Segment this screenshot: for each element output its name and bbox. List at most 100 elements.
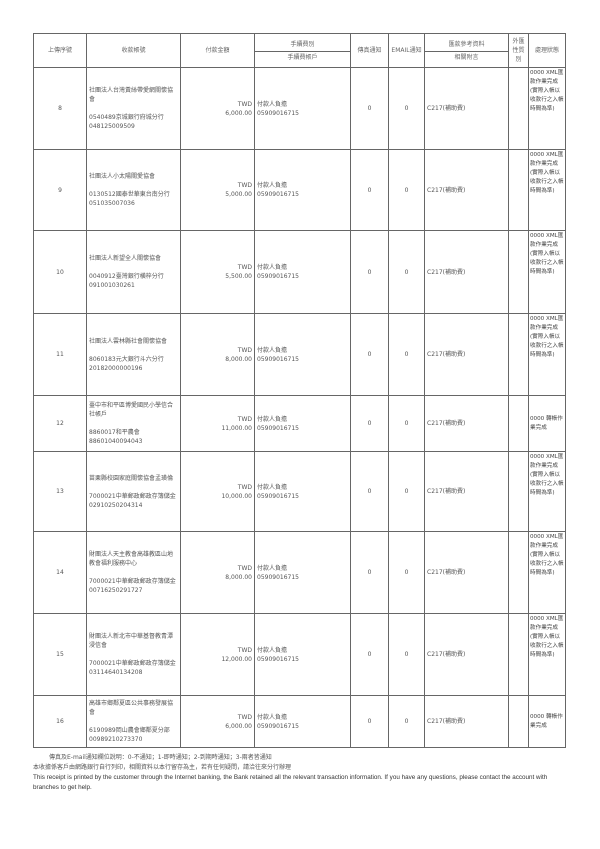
header-amount: 付款金額 (180, 33, 255, 68)
fee-account: 05909016715 (257, 109, 299, 117)
amount-value: 8,000.00 (225, 573, 252, 581)
currency: TWD (237, 264, 252, 271)
remittance-ref-cell: C217(補助費) (424, 395, 509, 452)
notice-legend: 傳真及E-mail通知欄位說明：0-不通知；1-即時通知；2-到期時通知；3-兩… (49, 754, 272, 761)
seq-cell: 14 (33, 531, 87, 614)
fee-cell: 付款人負擔 05909016715 (254, 149, 351, 231)
currency: TWD (237, 415, 252, 423)
payee-name: 社團法人小太陽關愛協會 (89, 173, 156, 180)
header-attachment: 相關附言 (425, 50, 508, 62)
email-notice-cell: 0 (388, 531, 425, 614)
header-fee-type: 手續費別 (290, 40, 315, 48)
fee-cell: 付款人負擔 05909016715 (254, 451, 351, 532)
email-notice-cell: 0 (388, 395, 425, 452)
email-notice-cell: 0 (388, 67, 425, 150)
payee-bank: 6190989岡山農會鄉鄰夏分部 (89, 727, 170, 734)
payee-name: 財團法人新北市中華基督教青潭浸信會 (89, 633, 174, 649)
payee-cell: 臺中市和平區博愛國民小學信合社帳戶 8860017和平農會 886010400940… (86, 395, 181, 452)
payee-name: 社團法人雲林縣社會關懷協會 (89, 337, 168, 345)
seq-cell: 8 (33, 67, 87, 150)
payee-bank: 7000021中華郵政郵政存簿儲金 (89, 660, 176, 667)
amount-cell: TWD 12,000.00 (180, 613, 255, 696)
payee-bank: 0540489京城銀行府城分行 (89, 114, 164, 121)
currency: TWD (237, 564, 252, 572)
table-row: 14 財團法人天主教會高雄教區山地教會福利服務中心 7000021中華郵政郵政存簿… (33, 531, 566, 614)
seq-cell: 10 (33, 230, 87, 314)
seq-cell: 15 (33, 613, 87, 696)
email-notice-cell: 0 (388, 613, 425, 696)
status-cell: 0000 XML匯款作業完成(實際入帳以收款行之入帳時間為準) (528, 613, 566, 696)
status-cell: 0000 轉帳作業完成 (528, 395, 566, 452)
payee-cell: 社團法人小太陽關愛協會 0130512國泰世華東台南分行 051035007036 (86, 149, 181, 231)
fee-type: 付款人負擔 (257, 346, 288, 354)
fee-type: 付款人負擔 (257, 264, 288, 271)
email-notice-cell: 0 (388, 451, 425, 532)
remittance-ref-cell: C217(補助費) (424, 451, 509, 532)
status-cell: 0000 XML匯款作業完成(實際入帳以收款行之入帳時間為準) (528, 67, 566, 150)
payee-cell: 財團法人天主教會高雄教區山地教會福利服務中心 7000021中華郵政郵政存簿儲金 0… (86, 531, 181, 614)
fee-type: 付款人負擔 (257, 182, 288, 189)
payee-account-number: 091001030261 (89, 282, 135, 289)
header-fee: 手續費別 手續費帳戶 (254, 33, 351, 68)
fee-type: 付款人負擔 (257, 100, 288, 108)
table-row: 16 高雄市鄉鄰夏區公共事務發展協會 6190989岡山農會鄉鄰夏分部 009892… (33, 695, 566, 748)
foreign-party-cell (508, 67, 529, 150)
currency: TWD (237, 713, 252, 721)
table-row: 8 社團法人台灣黃絲帶愛網關懷協會 0540489京城銀行府城分行 04812500… (33, 67, 566, 150)
fee-type: 付款人負擔 (257, 646, 288, 654)
currency: TWD (237, 646, 252, 654)
fee-account: 05909016715 (257, 722, 299, 730)
foreign-party-cell (508, 395, 529, 452)
amount-value: 8,000.00 (225, 355, 252, 363)
amount-value: 12,000.00 (221, 655, 252, 663)
table-row: 9 社團法人小太陽關愛協會 0130512國泰世華東台南分行 05103500703… (33, 149, 566, 231)
payee-cell: 苗栗縣校園家庭關懷協會孟璜倫 7000021中華郵政郵政存簿儲金 029102502… (86, 451, 181, 532)
amount-cell: TWD 5,500.00 (180, 230, 255, 314)
fee-account: 05909016715 (257, 655, 299, 663)
status-cell: 0000 XML匯款作業完成(實際入帳以收款行之入帳時間為準) (528, 149, 566, 231)
seq-cell: 12 (33, 395, 87, 452)
status-cell: 0000 XML匯款作業完成(實際入帳以收款行之入帳時間為準) (528, 313, 566, 396)
remittance-ref-cell: C217(補助費) (424, 613, 509, 696)
payee-cell: 社團法人新望全人關懷協會 0040912臺灣銀行横梓分行 091001030261 (86, 230, 181, 314)
fee-type: 付款人負擔 (257, 713, 288, 721)
fax-notice-cell: 0 (350, 149, 389, 231)
foreign-party-cell (508, 230, 529, 314)
payee-cell: 高雄市鄉鄰夏區公共事務發展協會 6190989岡山農會鄉鄰夏分部 009892102… (86, 695, 181, 748)
fee-account: 05909016715 (257, 273, 299, 280)
header-payee-account: 收款帳號 (86, 33, 181, 68)
currency: TWD (237, 346, 252, 354)
table-row: 11 社團法人雲林縣社會關懷協會 8060183元大銀行斗六分行 201820000… (33, 313, 566, 396)
header-email-notice: EMAIL通知 (388, 33, 425, 68)
payee-name: 社團法人台灣黃絲帶愛網關懷協會 (89, 87, 174, 103)
fax-notice-cell: 0 (350, 695, 389, 748)
fax-notice-cell: 0 (350, 313, 389, 396)
payee-cell: 社團法人台灣黃絲帶愛網關懷協會 0540489京城銀行府城分行 0481250095… (86, 67, 181, 150)
foreign-party-cell (508, 149, 529, 231)
email-notice-cell: 0 (388, 313, 425, 396)
amount-cell: TWD 10,000.00 (180, 451, 255, 532)
remittance-ref-cell: C217(補助費) (424, 230, 509, 314)
foreign-party-cell (508, 531, 529, 614)
remittance-ref-cell: C217(補助費) (424, 531, 509, 614)
amount-value: 10,000.00 (221, 492, 252, 500)
fax-notice-cell: 0 (350, 230, 389, 314)
status-cell: 0000 XML匯款作業完成(實際入帳以收款行之入帳時間為準) (528, 230, 566, 314)
remittance-ref-cell: C217(補助費) (424, 67, 509, 150)
seq-cell: 9 (33, 149, 87, 231)
table-row: 10 社團法人新望全人關懷協會 0040912臺灣銀行横梓分行 0910010302… (33, 230, 566, 314)
payee-bank: 0040912臺灣銀行横梓分行 (89, 273, 164, 280)
status-cell: 0000 XML匯款作業完成(實際入帳以收款行之入帳時間為準) (528, 531, 566, 614)
fee-cell: 付款人負擔 05909016715 (254, 531, 351, 614)
amount-cell: TWD 5,000.00 (180, 149, 255, 231)
fee-cell: 付款人負擔 05909016715 (254, 613, 351, 696)
header-seq: 上傳序號 (33, 33, 87, 68)
fee-account: 05909016715 (257, 191, 299, 198)
status-cell: 0000 轉帳作業完成 (528, 695, 566, 748)
header-status: 處理狀態 (528, 33, 566, 68)
payee-name: 苗栗縣校園家庭關懷協會孟璜倫 (89, 474, 174, 482)
payee-account-number: 048125009509 (89, 123, 135, 130)
fee-cell: 付款人負擔 05909016715 (254, 230, 351, 314)
currency: TWD (237, 182, 252, 189)
amount-value: 6,000.00 (225, 109, 252, 117)
